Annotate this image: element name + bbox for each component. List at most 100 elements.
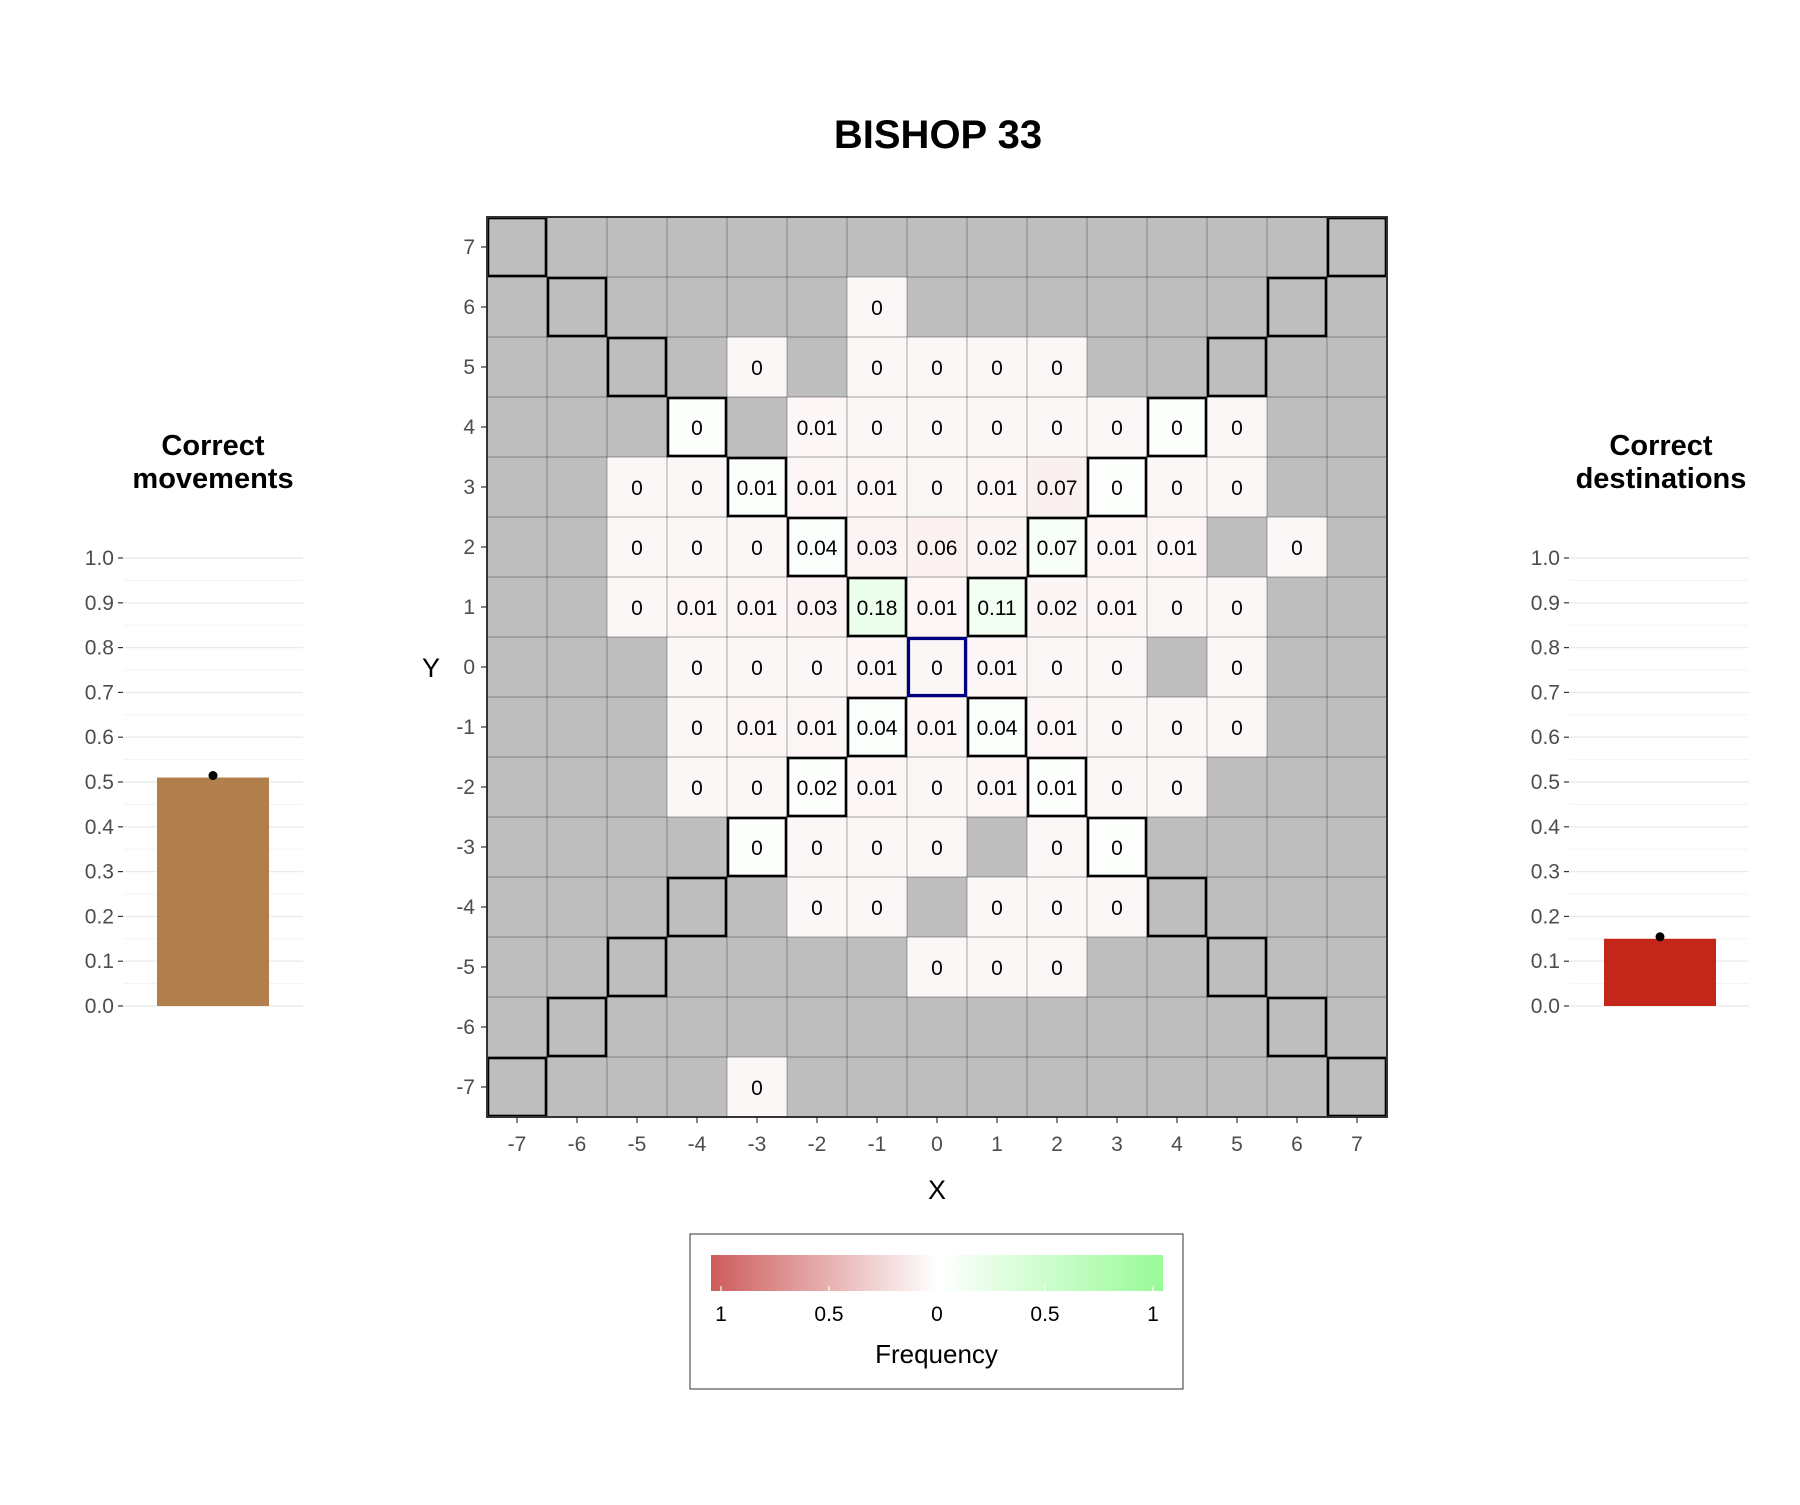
x-tick-label: -2 [808,1133,827,1156]
heatmap-cell [847,577,907,637]
cell-value-label: 0.01 [917,717,958,740]
heatmap-cell [1087,817,1147,877]
cell-value-label: 0 [1231,657,1243,680]
heatmap-cell [847,697,907,757]
correct-destinations-title-line: destinations [1576,463,1747,495]
frequency-legend: 1 0.5 0 0.5 1 Frequency [689,1233,1184,1390]
correct-cell-outline [1266,996,1328,1058]
cell-value-label: 0.01 [977,657,1018,680]
cell-value-label: 0 [811,657,823,680]
legend-tick-label: 1 [715,1303,727,1326]
correct-cell-outline [1086,456,1148,518]
cell-value-label: 0 [691,717,703,740]
y-tick-label: 0.3 [1531,861,1560,884]
cell-value-label: 0 [871,417,883,440]
heatmap-cell [787,697,847,757]
heatmap-cell [847,757,907,817]
cell-value-label: 0 [1291,537,1303,560]
y-tick-label: 0.0 [1531,995,1560,1018]
x-tick-label: 6 [1291,1133,1303,1156]
x-tick-label: -6 [568,1133,587,1156]
y-tick-label: 0.3 [85,861,114,884]
heatmap-cell [1147,697,1207,757]
heatmap-cell [1027,397,1087,457]
correct-cell-outline [546,996,608,1058]
cell-value-label: 0 [1111,717,1123,740]
heatmap-cell [1027,457,1087,517]
cell-value-label: 0 [931,837,943,860]
heatmap-cell [847,517,907,577]
cell-value-label: 0 [751,657,763,680]
legend-tick-label: 0.5 [814,1303,843,1326]
heatmap-cell [1147,517,1207,577]
heatmap-cell [727,517,787,577]
correct-cell-outline [786,756,848,818]
correct-cell-outline [1026,516,1088,578]
y-tick-label: 1 [463,596,475,619]
cell-value-label: 0 [1111,897,1123,920]
heatmap-cell [787,457,847,517]
x-tick-label: 2 [1051,1133,1063,1156]
correct-cell-outline [606,336,668,398]
heatmap-cell [787,397,847,457]
y-tick-label: 7 [463,236,475,259]
x-axis-title: X [928,1175,946,1205]
heatmap-cell [967,337,1027,397]
heatmap-cell [1027,937,1087,997]
heatmap-cell [727,337,787,397]
y-tick-label: 0.1 [1531,950,1560,973]
heatmap-cell [1207,397,1267,457]
heatmap-cell [1027,517,1087,577]
cell-value-label: 0 [1171,597,1183,620]
y-tick-label: 0.4 [85,816,115,839]
y-tick-label: 0.2 [1531,905,1560,928]
heatmap-cell [1027,817,1087,877]
heatmap-cell [787,517,847,577]
cell-value-label: 0 [751,837,763,860]
cell-value-label: 0.01 [737,717,778,740]
cell-value-label: 0 [631,477,643,500]
cell-value-label: 0 [691,657,703,680]
y-tick-label: 0.6 [85,726,114,749]
cell-value-label: 0.01 [1037,777,1078,800]
heatmap-cell [1087,577,1147,637]
heatmap-cell [847,337,907,397]
cell-value-label: 0.01 [977,777,1018,800]
cell-value-label: 0 [1051,837,1063,860]
y-tick-label: -1 [456,716,475,739]
x-tick-label: 7 [1351,1133,1363,1156]
legend-tick-label: 1 [1147,1303,1159,1326]
correct-cell-outline [1206,336,1268,398]
legend-colorbar [711,1255,1163,1291]
chart-title: BISHOP 33 [834,113,1042,157]
cell-value-label: 0 [871,837,883,860]
heatmap-cell [1087,517,1147,577]
y-tick-label: 0.6 [1531,726,1560,749]
cell-value-label: 0 [991,897,1003,920]
cell-value-label: 0.07 [1037,477,1078,500]
y-tick-label: 0.9 [1531,592,1560,615]
cell-value-label: 0 [1231,717,1243,740]
cell-value-label: 0.01 [797,417,838,440]
start-cell-outline [906,636,968,698]
y-tick-label: 0.8 [85,637,114,660]
correct-destinations-title-line: Correct [1609,430,1712,462]
correct-movements-title-line: movements [132,463,293,495]
heatmap-cell [1027,577,1087,637]
correct-cell-outline [1146,396,1208,458]
heatmap-cell [667,457,727,517]
heatmap-cell [1087,697,1147,757]
heatmap-cell [1087,397,1147,457]
cell-value-label: 0 [931,957,943,980]
cell-value-label: 0 [1051,897,1063,920]
y-axis-title: Y [422,653,440,683]
y-tick-label: -7 [456,1076,475,1099]
heatmap-cell [787,757,847,817]
cell-value-label: 0 [931,777,943,800]
heatmap-cell [907,577,967,637]
heatmap-cell [967,877,1027,937]
